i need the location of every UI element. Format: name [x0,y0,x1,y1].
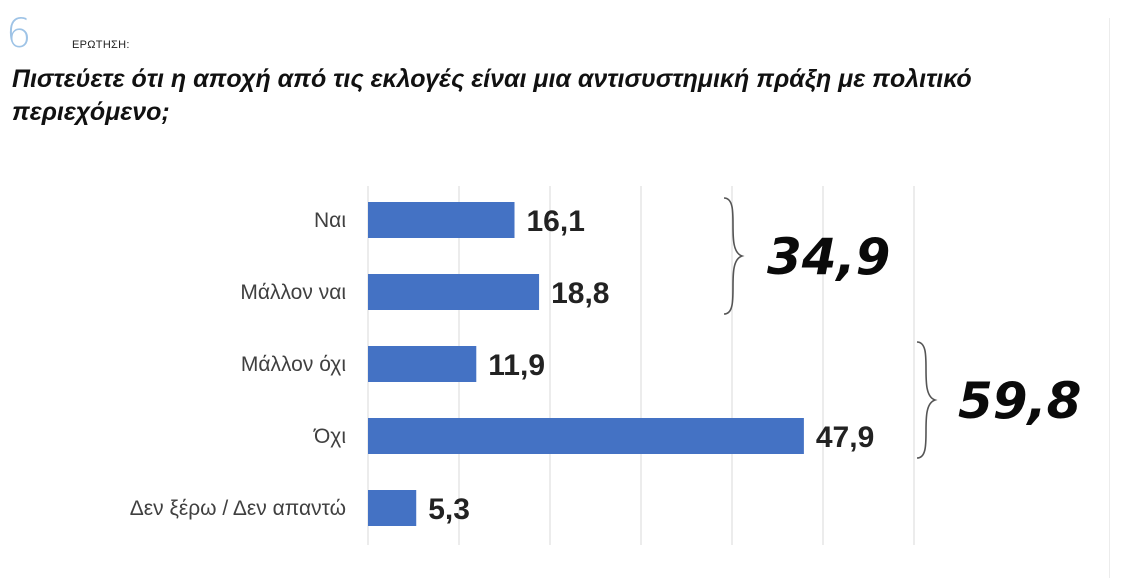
bar [368,274,540,310]
question-label: ΕΡΩΤΗΣΗ: [72,39,130,51]
value-label: 18,8 [551,277,609,310]
group-total-label: 59,8 [958,372,1081,430]
value-label: 47,9 [816,421,874,454]
group-total-label: 34,9 [767,228,890,286]
value-label: 5,3 [428,493,470,526]
category-label: Ναι [314,209,346,232]
group-brace [723,197,745,315]
value-label: 11,9 [488,349,545,382]
bar [368,490,417,526]
question-number: 6 [6,11,32,57]
value-label: 16,1 [527,205,585,238]
question-title: Πιστεύετε ότι η αποχή από τις εκλογές εί… [12,65,972,126]
category-label: Μάλλον όχι [241,353,346,376]
category-label: Όχι [313,425,346,448]
bar [368,202,515,238]
bar [368,418,804,454]
category-label: Μάλλον ναι [240,281,346,304]
divider [1109,18,1110,578]
group-brace [916,341,938,459]
bar [368,346,477,382]
category-label: Δεν ξέρω / Δεν απαντώ [130,497,346,520]
